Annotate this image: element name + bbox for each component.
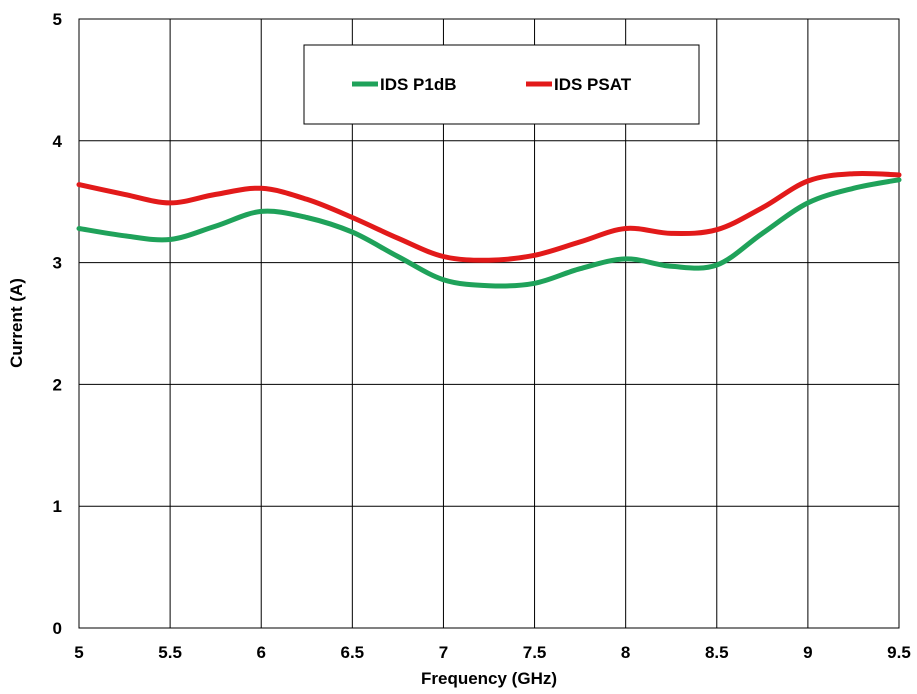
grid-lines [79, 19, 899, 628]
x-tick-label: 5 [74, 643, 83, 662]
x-tick-label: 8.5 [705, 643, 729, 662]
y-tick-label: 5 [53, 10, 62, 29]
legend-label-ids-p1db: IDS P1dB [380, 75, 457, 94]
x-tick-label: 7.5 [523, 643, 547, 662]
x-tick-label: 6 [256, 643, 265, 662]
y-axis-title: Current (A) [7, 278, 26, 368]
y-tick-label: 4 [53, 132, 63, 151]
series-lines [76, 170, 902, 289]
y-tick-labels: 0 1 2 3 4 5 [53, 10, 63, 638]
y-tick-label: 2 [53, 375, 62, 394]
series-line-ids-psat [76, 170, 902, 263]
x-tick-label: 8 [621, 643, 630, 662]
x-axis-title: Frequency (GHz) [421, 669, 557, 688]
y-tick-label: 1 [53, 497, 62, 516]
legend-label-ids-psat: IDS PSAT [554, 75, 632, 94]
x-tick-labels: 5 5.5 6 6.5 7 7.5 8 8.5 9 9.5 [74, 643, 911, 662]
y-tick-label: 0 [53, 619, 62, 638]
x-tick-label: 9.5 [887, 643, 911, 662]
x-tick-label: 7 [439, 643, 448, 662]
legend: IDS P1dB IDS PSAT [303, 44, 700, 125]
x-tick-label: 6.5 [341, 643, 365, 662]
series-line-ids-p1db [76, 177, 902, 289]
y-tick-label: 3 [53, 254, 62, 273]
x-tick-label: 9 [803, 643, 812, 662]
x-tick-label: 5.5 [158, 643, 182, 662]
